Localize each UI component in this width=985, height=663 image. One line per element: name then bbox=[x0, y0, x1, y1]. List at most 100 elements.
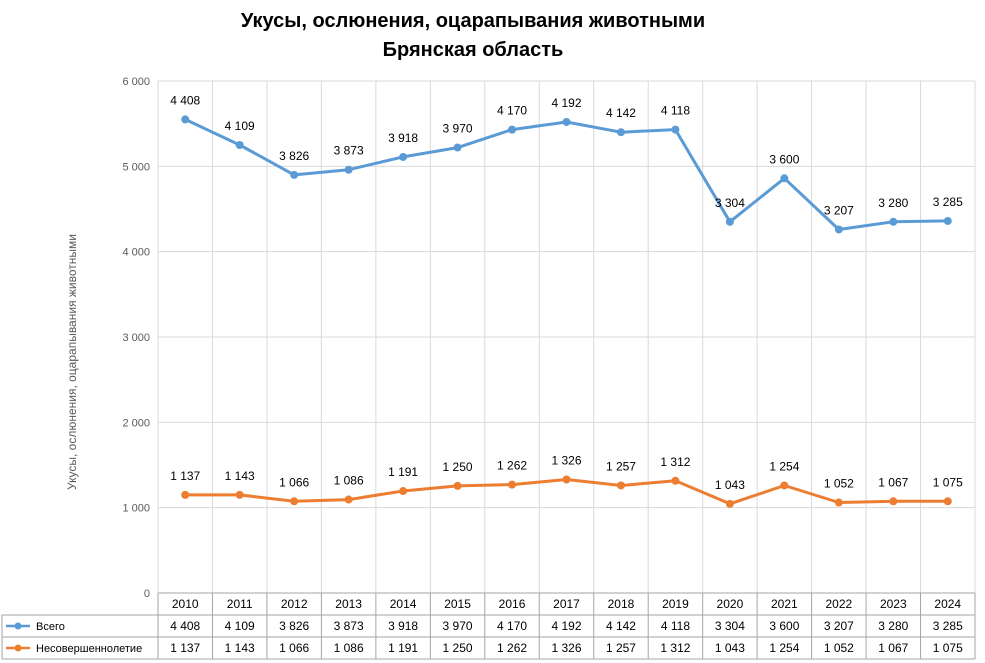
chart-title: Укусы, ослюнения, оцарапывания животными bbox=[241, 10, 705, 32]
y-tick-label: 2 000 bbox=[122, 417, 150, 429]
data-point bbox=[889, 217, 898, 226]
table-cell: 1 191 bbox=[388, 641, 418, 655]
data-point bbox=[290, 170, 299, 179]
table-cell: 3 285 bbox=[933, 619, 963, 633]
data-label: 1 075 bbox=[933, 475, 963, 489]
data-point bbox=[834, 225, 843, 234]
data-label: 3 873 bbox=[334, 144, 364, 158]
y-tick-label: 4 000 bbox=[122, 247, 150, 259]
data-label: 4 192 bbox=[551, 96, 581, 110]
x-tick-label: 2013 bbox=[335, 597, 362, 611]
table-cell: 4 170 bbox=[497, 619, 527, 633]
data-point bbox=[453, 143, 462, 152]
table-cell: 1 262 bbox=[497, 641, 527, 655]
data-label: 3 304 bbox=[715, 196, 745, 210]
table-cell: 1 326 bbox=[551, 641, 581, 655]
chart-subtitle: Брянская область bbox=[383, 39, 564, 61]
table-cell: 3 207 bbox=[824, 619, 854, 633]
table-cell: 3 970 bbox=[443, 619, 473, 633]
data-point bbox=[943, 497, 952, 506]
data-point bbox=[235, 141, 244, 149]
data-label: 4 408 bbox=[170, 93, 200, 107]
data-point bbox=[889, 497, 898, 506]
x-tick-label: 2021 bbox=[771, 597, 798, 611]
x-tick-label: 2017 bbox=[553, 597, 580, 611]
table-cell: 3 600 bbox=[769, 619, 799, 633]
data-label: 1 143 bbox=[225, 469, 255, 483]
table-cell: 4 192 bbox=[551, 619, 581, 633]
x-tick-label: 2018 bbox=[608, 597, 635, 611]
legend-key-marker bbox=[14, 644, 22, 652]
data-point bbox=[344, 165, 353, 174]
x-tick-label: 2012 bbox=[281, 597, 308, 611]
x-tick-label: 2020 bbox=[717, 597, 744, 611]
data-label: 1 312 bbox=[660, 455, 690, 469]
y-tick-label: 0 bbox=[144, 588, 150, 600]
table-cell: 1 052 bbox=[824, 641, 854, 655]
data-point bbox=[562, 117, 571, 126]
table-cell: 1 086 bbox=[334, 641, 364, 655]
data-point bbox=[344, 495, 353, 504]
y-tick-label: 1 000 bbox=[122, 503, 150, 515]
legend-key-marker bbox=[14, 622, 22, 630]
table-cell: 1 254 bbox=[769, 641, 799, 655]
x-tick-label: 2023 bbox=[880, 597, 907, 611]
legend-series-name: Всего bbox=[36, 621, 65, 633]
data-label: 1 250 bbox=[443, 460, 473, 474]
data-label: 3 280 bbox=[878, 196, 908, 210]
data-label: 3 826 bbox=[279, 149, 309, 163]
table-cell: 3 873 bbox=[334, 619, 364, 633]
data-point bbox=[181, 490, 190, 499]
data-point bbox=[671, 476, 680, 485]
data-point bbox=[235, 490, 244, 499]
data-label: 1 067 bbox=[878, 475, 908, 489]
x-tick-label: 2010 bbox=[172, 597, 199, 611]
data-point bbox=[780, 174, 789, 183]
data-point bbox=[508, 480, 517, 489]
data-point bbox=[725, 217, 734, 226]
table-cell: 1 075 bbox=[933, 641, 963, 655]
data-point bbox=[780, 481, 789, 490]
x-tick-label: 2016 bbox=[499, 597, 526, 611]
table-cell: 1 250 bbox=[443, 641, 473, 655]
table-cell: 1 067 bbox=[878, 641, 908, 655]
data-label: 4 118 bbox=[661, 104, 690, 118]
x-tick-label: 2019 bbox=[662, 597, 689, 611]
data-label: 4 170 bbox=[497, 104, 527, 118]
data-point bbox=[290, 497, 299, 506]
table-cell: 4 142 bbox=[606, 619, 636, 633]
table-cell: 4 408 bbox=[170, 619, 200, 633]
data-point bbox=[181, 115, 190, 124]
data-label: 1 043 bbox=[715, 478, 745, 492]
x-tick-label: 2015 bbox=[444, 597, 471, 611]
data-point bbox=[399, 152, 408, 161]
data-label: 1 052 bbox=[824, 477, 854, 491]
data-label: 1 066 bbox=[279, 475, 309, 489]
data-label: 3 285 bbox=[933, 195, 963, 209]
y-tick-label: 5 000 bbox=[122, 161, 150, 173]
data-label: 1 257 bbox=[606, 459, 636, 473]
x-tick-label: 2011 bbox=[227, 597, 253, 611]
table-cell: 3 280 bbox=[878, 619, 908, 633]
table-cell: 1 257 bbox=[606, 641, 636, 655]
data-label: 1 326 bbox=[551, 454, 581, 468]
x-tick-label: 2024 bbox=[934, 597, 961, 611]
data-point bbox=[616, 481, 625, 490]
table-cell: 1 137 bbox=[170, 641, 200, 655]
data-point bbox=[562, 475, 571, 484]
data-label: 1 086 bbox=[334, 474, 364, 488]
table-cell: 1 066 bbox=[279, 641, 309, 655]
data-label: 1 191 bbox=[388, 465, 418, 479]
data-label: 3 207 bbox=[824, 203, 854, 217]
data-point bbox=[453, 481, 462, 490]
y-tick-label: 3 000 bbox=[122, 332, 150, 344]
table-cell: 1 312 bbox=[660, 641, 690, 655]
data-point bbox=[943, 216, 952, 225]
data-point bbox=[725, 499, 734, 508]
table-cell: 1 043 bbox=[715, 641, 745, 655]
data-point bbox=[508, 125, 517, 134]
y-tick-label: 6 000 bbox=[122, 76, 150, 88]
table-cell: 4 109 bbox=[225, 619, 255, 633]
data-label: 1 262 bbox=[497, 459, 527, 473]
